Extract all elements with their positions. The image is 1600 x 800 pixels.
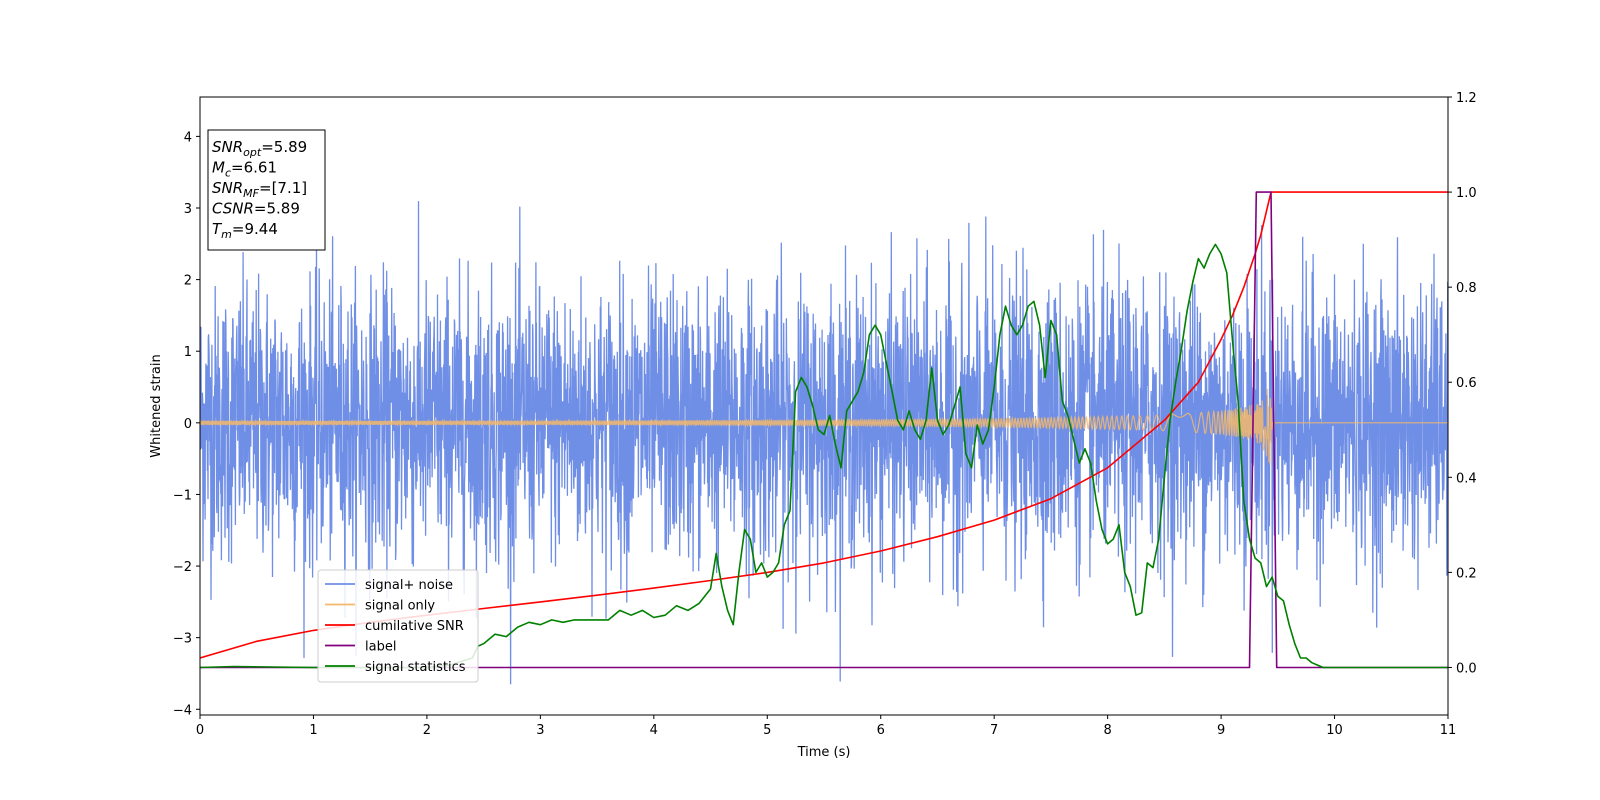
y-left-tick-label: −2 — [173, 560, 192, 575]
x-tick-label: 6 — [877, 723, 885, 738]
y-left-tick-label: 4 — [184, 130, 192, 145]
y-left-tick-label: −4 — [173, 703, 192, 718]
legend-label: label — [365, 640, 396, 655]
legend-frame — [317, 569, 479, 683]
legend: signal+ noise signal only cumilative SNR la… — [317, 569, 479, 683]
series-label — [200, 191, 1448, 669]
info-box-frame — [207, 129, 326, 251]
x-axis: 0 1 2 3 4 5 6 7 8 9 10 11 — [196, 715, 1456, 738]
y-right-tick-label: 0.2 — [1456, 566, 1477, 581]
info-box-line: SNRopt=5.89 — [212, 138, 307, 159]
y-right-tick-label: 0.0 — [1456, 661, 1477, 676]
y-left-tick-label: 2 — [184, 274, 192, 289]
x-tick-label: 11 — [1440, 723, 1457, 738]
series-signal-statistics — [200, 243, 1448, 669]
y-left-tick-label: −3 — [173, 632, 192, 647]
legend-label: cumilative SNR — [365, 619, 464, 634]
info-box-line: CSNR=5.89 — [212, 200, 300, 218]
info-box-line: Tm=9.44 — [212, 220, 278, 241]
x-tick-label: 7 — [990, 723, 998, 738]
plot-frame — [199, 96, 1449, 716]
y-right-tick-label: 0.6 — [1456, 376, 1477, 391]
legend-label: signal statistics — [365, 660, 466, 675]
y-axis-left: −4 −3 −2 −1 0 1 2 3 4 — [173, 130, 200, 718]
x-axis-label: Time (s) — [797, 745, 851, 760]
y-right-tick-label: 1.0 — [1456, 186, 1477, 201]
x-tick-label: 9 — [1217, 723, 1225, 738]
y-axis-right: 0.0 0.2 0.4 0.6 0.8 1.0 1.2 — [1448, 91, 1477, 676]
y-left-tick-label: 1 — [184, 345, 192, 360]
info-box-line: Mc=6.61 — [212, 159, 277, 180]
x-tick-label: 10 — [1326, 723, 1343, 738]
y-right-tick-label: 0.4 — [1456, 471, 1477, 486]
y-axis-label: Whitened strain — [149, 354, 164, 457]
x-tick-label: 2 — [423, 723, 431, 738]
legend-label: signal+ noise — [365, 578, 453, 593]
y-right-tick-label: 1.2 — [1456, 91, 1477, 106]
y-left-tick-label: 3 — [184, 202, 192, 217]
y-right-tick-label: 0.8 — [1456, 281, 1477, 296]
y-left-tick-label: 0 — [184, 417, 192, 432]
x-tick-label: 8 — [1103, 723, 1111, 738]
info-box-line: SNRMF=[7.1] — [212, 179, 307, 200]
legend-label: signal only — [365, 599, 435, 614]
x-tick-label: 3 — [536, 723, 544, 738]
x-tick-label: 4 — [650, 723, 658, 738]
x-tick-label: 5 — [763, 723, 771, 738]
x-tick-label: 0 — [196, 723, 204, 738]
x-tick-label: 1 — [309, 723, 317, 738]
y-left-tick-label: −1 — [173, 488, 192, 503]
